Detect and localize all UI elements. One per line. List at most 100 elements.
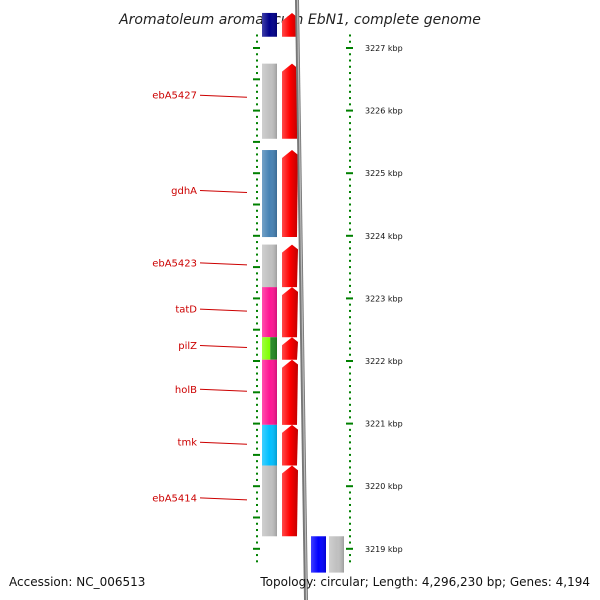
scale-tick [256,378,258,381]
gene-feature [262,12,298,37]
gene-feature [262,287,298,338]
gene-cog-shade [311,536,326,573]
scale-tick [349,410,351,413]
scale-tick [256,278,258,281]
gene-cog-shade [329,536,344,573]
gene-label-line [199,190,248,194]
scale-tick [256,353,258,356]
gene-label-group: tatD [175,305,248,316]
map-title: Aromatoleum aromaticum EbN1, complete ge… [118,12,481,28]
scale-tick [349,541,351,544]
scale-tick [349,441,351,444]
scale-tick [256,241,258,244]
gene-label-group: pilZ [178,341,248,352]
scale-tick [349,341,351,344]
scale-tick [349,65,351,68]
scale-tick [349,216,351,219]
gene-arrow [282,244,298,288]
gene-arrow [282,359,298,425]
scale-tick [349,147,351,150]
genome-backbone-highlight [296,0,308,600]
scale-tick [253,391,260,394]
scale-tick [256,253,258,256]
scale-tick [256,397,258,400]
scale-tick [349,115,351,118]
scale-tick [349,97,351,100]
scale-tick [349,190,351,193]
scale-tick [253,47,260,49]
scale-tick [349,209,351,212]
scale-tick [349,510,351,513]
gene-label-group: ebA5427 [152,91,248,102]
scale-tick [256,316,258,319]
scale-tick [349,453,351,456]
scale-tick [349,385,351,388]
scale-tick [256,491,258,494]
scale-tick [349,472,351,475]
scale-tick [256,34,258,37]
scale-tick [346,109,353,112]
gene-feature [262,63,298,139]
scale-tick [349,165,351,168]
gene-arrow [282,150,298,238]
scale-tick [256,303,258,306]
gene-label-line [199,262,248,266]
scale-tick [256,447,258,450]
scale-tick [253,547,260,550]
scale-tick [349,554,351,557]
scale-tick [349,197,351,200]
scale-tick [349,416,351,419]
scale-tick [253,172,260,175]
scale-tick [349,128,351,131]
gene-cog-shade [262,465,277,537]
scale-tick [256,435,258,438]
scale-tick [346,234,353,237]
scale-tick [256,122,258,125]
scale-tick [253,140,260,143]
scale-tick [349,391,351,394]
scale-tick [349,372,351,375]
gene-feature [262,424,298,466]
scale-tick [256,410,258,413]
scale-tick [349,278,351,281]
scale-tick [256,134,258,137]
scale-tick [349,535,351,538]
scale-tick [349,266,351,269]
gene-label-group: tmk [178,438,248,449]
scale-tick [349,59,351,62]
gene-label-group: holB [175,385,248,396]
scale-tick [349,309,351,312]
scale-tick [349,447,351,450]
scale-tick [253,422,260,425]
scale-tick [256,510,258,513]
scale-tick [349,253,351,256]
gene-cog-shade [262,63,277,139]
scale-label: 3225 kbp [365,169,403,178]
scale-tick [349,222,351,225]
scale-tick [349,291,351,294]
gene-label: tatD [175,305,197,316]
scale-tick [256,147,258,150]
gene-arrow [282,337,298,360]
scale-tick [349,303,351,306]
scale-tick [349,503,351,506]
scale-tick [349,397,351,400]
gene-feature [262,337,298,360]
scale-tick [349,460,351,463]
scale-tick [256,497,258,500]
scale-tick [256,309,258,312]
scale-label: 3219 kbp [365,545,403,554]
gene-label: ebA5427 [152,91,197,102]
gene-label: ebA5414 [152,493,197,504]
scale-tick [346,547,353,550]
gene-cog-shade [262,150,277,238]
gene-feature [329,536,344,573]
scale-tick [256,209,258,212]
gene-arrow [282,424,298,466]
scale-tick [349,184,351,187]
gene-arrow [282,63,298,139]
scale-tick [349,497,351,500]
scale-tick [256,522,258,525]
scale-tick [256,115,258,118]
scale-tick [346,485,353,488]
